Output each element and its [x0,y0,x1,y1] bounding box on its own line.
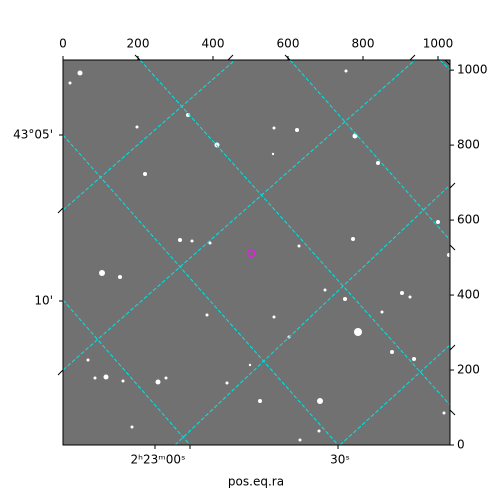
star [99,270,105,276]
star [155,379,161,385]
star [272,315,276,319]
grid-line [439,60,450,71]
grid-tick [57,207,64,214]
y-tick-label: 200 [457,363,480,377]
star [205,313,209,317]
star [412,357,416,361]
star [190,239,194,243]
star [93,376,97,380]
frame [62,59,451,446]
dec-tick-label: 43°05' [13,128,53,142]
grid-tick [134,54,141,61]
star [258,399,262,403]
grid-tick [449,244,456,251]
y-tick-label: 800 [457,138,480,152]
star [248,363,252,367]
grid-line [63,60,236,211]
grid-line [63,299,191,445]
star [178,238,182,242]
target-marker [246,248,256,258]
star [295,128,299,132]
star [344,69,348,73]
y-tick-label: 0 [457,438,465,452]
star [272,126,276,130]
star [164,376,168,380]
ra-tick-label: 2ʰ23ᵐ00ˢ [131,453,186,467]
star [351,237,355,241]
star [271,152,275,156]
y-tick-label: 400 [457,288,480,302]
sky-image [63,60,450,445]
grid-line [289,60,450,241]
star [118,275,122,279]
star [354,328,362,336]
grid-tick [449,409,456,416]
grid-tick [227,54,234,61]
grid-tick [449,344,456,351]
star [297,244,301,248]
star [86,358,90,362]
y-tick-label: 600 [457,213,480,227]
star [380,310,384,314]
star [400,291,404,295]
grid-tick [57,369,64,376]
star [225,381,229,385]
star [77,70,83,76]
star [323,288,327,292]
x-tick-label: 1000 [423,37,454,51]
coordinate-grid [63,60,450,445]
star [143,172,147,176]
y-tick-label: 1000 [457,63,488,77]
star [436,220,440,224]
grid-tick [284,54,291,61]
x-tick-label: 400 [202,37,225,51]
star [442,411,446,415]
ra-tick-label: 30ˢ [330,453,350,467]
grid-line [139,60,450,406]
grid-tick [449,182,456,189]
star [298,438,302,442]
grid-line [63,60,416,371]
star [135,125,139,129]
star [317,429,321,433]
x-tick-label: 800 [352,37,375,51]
x-axis-label: pos.eq.ra [228,475,284,489]
x-tick-label: 0 [59,37,67,51]
star [208,241,212,245]
star [352,133,358,139]
star [447,253,450,257]
star [343,297,347,301]
grid-tick [444,59,451,66]
grid-line [63,134,339,445]
star [390,350,394,354]
star [408,295,412,299]
dec-tick-label: 10' [34,294,53,308]
grid-line [339,344,450,445]
grid-line [174,184,450,445]
x-tick-label: 200 [127,37,150,51]
grid-tick [409,54,416,61]
x-tick-label: 600 [277,37,300,51]
star [317,398,323,404]
star [376,161,380,165]
star [103,374,109,380]
star [68,81,72,85]
star [121,379,125,383]
star [130,425,134,429]
